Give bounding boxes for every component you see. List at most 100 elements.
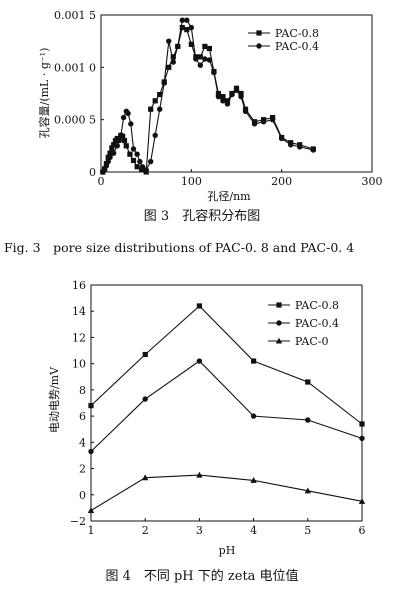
- data-point: [196, 303, 202, 309]
- data-point: [305, 417, 311, 423]
- data-point: [238, 93, 244, 100]
- x-axis-label: 孔径/nm: [207, 190, 251, 203]
- data-point: [116, 137, 122, 144]
- x-tick-label: 200: [271, 175, 292, 188]
- data-point: [139, 164, 146, 170]
- legend-marker: [276, 302, 282, 308]
- data-point: [157, 91, 163, 98]
- chart-legend: PAC-0.8 PAC-0.4 PAC-0: [268, 299, 339, 348]
- data-point: [107, 150, 113, 156]
- data-point: [238, 90, 244, 97]
- figure-caption-cn: 图 3 孔容积分布图: [144, 208, 260, 224]
- y-tick-label: 6: [79, 410, 86, 423]
- y-tick-label: 12: [72, 331, 86, 344]
- data-point: [147, 158, 154, 165]
- data-point: [166, 38, 172, 44]
- chart-axes: 0 100 200 300 0 0.000 5 0.001 0 0.001 5: [54, 9, 383, 188]
- chart-series-group: [87, 303, 366, 514]
- data-point: [114, 143, 120, 149]
- data-point: [118, 132, 124, 139]
- data-point: [269, 116, 276, 123]
- data-point: [359, 421, 365, 427]
- data-point: [220, 94, 226, 100]
- x-tick-label: 300: [362, 175, 383, 188]
- x-tick-label: 2: [142, 524, 149, 537]
- x-tick-label: 0: [98, 175, 105, 188]
- data-point: [88, 448, 94, 455]
- data-point: [220, 98, 226, 104]
- data-point: [215, 93, 222, 100]
- data-point: [142, 351, 148, 358]
- data-point: [359, 435, 365, 442]
- y-tick-label: 14: [72, 305, 86, 318]
- chart-series-group: [100, 17, 316, 175]
- data-point: [305, 379, 311, 385]
- y-tick-label: 0.000 5: [54, 114, 96, 127]
- series-line: [90, 360, 363, 452]
- data-point: [188, 24, 195, 31]
- pore-size-chart: 0 100 200 300 0 0.000 5 0.001 0 0.001 5 PAC-0.8…: [37, 9, 383, 203]
- data-point: [304, 487, 311, 494]
- data-point: [196, 358, 203, 364]
- data-point: [152, 98, 158, 104]
- legend-marker: [256, 43, 262, 49]
- data-point: [179, 24, 185, 31]
- legend-marker: [256, 30, 262, 36]
- data-point: [152, 132, 158, 139]
- data-point: [110, 150, 117, 156]
- data-point: [193, 56, 199, 62]
- data-point: [196, 471, 203, 478]
- figure-caption-cn: 图 4 不同 pH 下的 zeta 电位值: [105, 568, 298, 584]
- y-tick-label: 0: [79, 489, 86, 502]
- data-point: [197, 62, 204, 68]
- legend-label: PAC-0.4: [275, 40, 319, 53]
- data-point: [111, 142, 117, 148]
- data-point: [88, 403, 94, 409]
- data-point: [175, 43, 181, 50]
- data-point: [233, 87, 240, 94]
- y-tick-label: 0: [89, 166, 96, 179]
- y-tick-label: 10: [72, 358, 86, 371]
- data-point: [229, 91, 235, 98]
- data-point: [260, 119, 267, 125]
- data-point: [206, 45, 212, 52]
- data-point: [142, 474, 149, 481]
- data-point: [288, 142, 294, 148]
- data-point: [202, 56, 208, 62]
- data-point: [310, 147, 316, 153]
- data-point: [109, 145, 115, 151]
- data-point: [206, 57, 213, 63]
- data-point: [128, 121, 134, 127]
- y-tick-label: 8: [79, 384, 86, 397]
- data-point: [121, 138, 128, 144]
- y-axis-label: 孔容量/(mL · g⁻¹): [37, 48, 51, 139]
- data-point: [202, 43, 208, 49]
- data-point: [184, 27, 190, 33]
- data-point: [134, 164, 140, 170]
- legend-label: PAC-0.4: [295, 317, 339, 330]
- data-point: [120, 114, 127, 121]
- data-point: [125, 110, 131, 117]
- y-tick-label: 16: [72, 279, 86, 292]
- data-point: [250, 477, 257, 483]
- y-tick-label: 2: [79, 463, 86, 476]
- data-point: [242, 108, 249, 114]
- data-point: [251, 121, 258, 127]
- data-point: [107, 154, 113, 161]
- data-point: [105, 158, 111, 165]
- data-point: [130, 146, 137, 152]
- data-point: [184, 17, 190, 23]
- legend-label: PAC-0.8: [275, 27, 319, 40]
- data-point: [127, 151, 133, 157]
- data-point: [170, 59, 176, 65]
- data-point: [188, 41, 194, 47]
- data-point: [251, 358, 257, 364]
- series-line: [90, 474, 363, 511]
- data-point: [179, 17, 185, 23]
- x-tick-label: 4: [250, 524, 257, 537]
- legend-marker: [275, 337, 283, 344]
- data-point: [130, 157, 137, 164]
- data-point: [137, 158, 143, 165]
